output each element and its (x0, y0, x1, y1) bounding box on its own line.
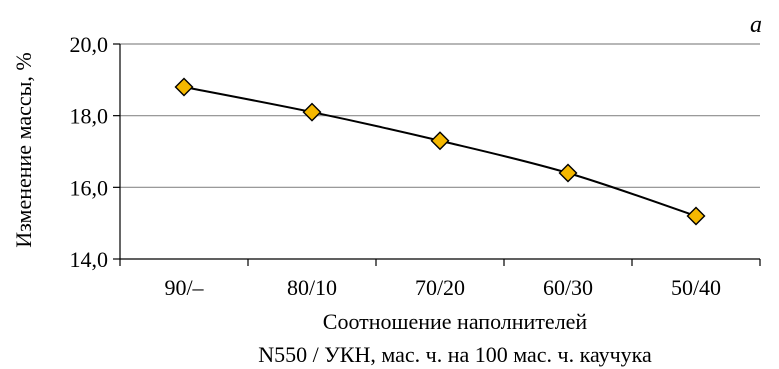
series-markers (174, 77, 706, 226)
y-tick-label: 18,0 (70, 104, 109, 129)
x-tick-label: 60/30 (543, 275, 593, 300)
x-tick-label: 90/– (164, 275, 204, 300)
x-tick-label: 70/20 (415, 275, 465, 300)
data-point-marker (302, 102, 322, 122)
axes (113, 43, 761, 266)
x-tick-label: 80/10 (287, 275, 337, 300)
series-line (183, 86, 697, 217)
data-point-marker (686, 206, 706, 226)
x-axis-title-line-2: N550 / УКН, мас. ч. на 100 мас. ч. каучу… (258, 342, 652, 367)
data-point-marker (558, 163, 578, 183)
y-tick-label: 16,0 (70, 175, 109, 200)
x-tick-labels: 90/– 80/10 70/20 60/30 50/40 (164, 275, 721, 300)
panel-label: a (750, 12, 762, 38)
y-axis-title: Изменение массы, % (11, 52, 36, 247)
data-point-marker (430, 131, 450, 151)
y-tick-label: 20,0 (70, 32, 109, 57)
y-tick-label: 14,0 (70, 247, 109, 272)
data-point-marker (174, 77, 194, 97)
x-axis-title-line-1: Соотношение наполнителей (323, 309, 588, 334)
y-tick-labels: 14,0 16,0 18,0 20,0 (70, 32, 109, 272)
x-tick-label: 50/40 (671, 275, 721, 300)
gridlines (120, 43, 760, 188)
